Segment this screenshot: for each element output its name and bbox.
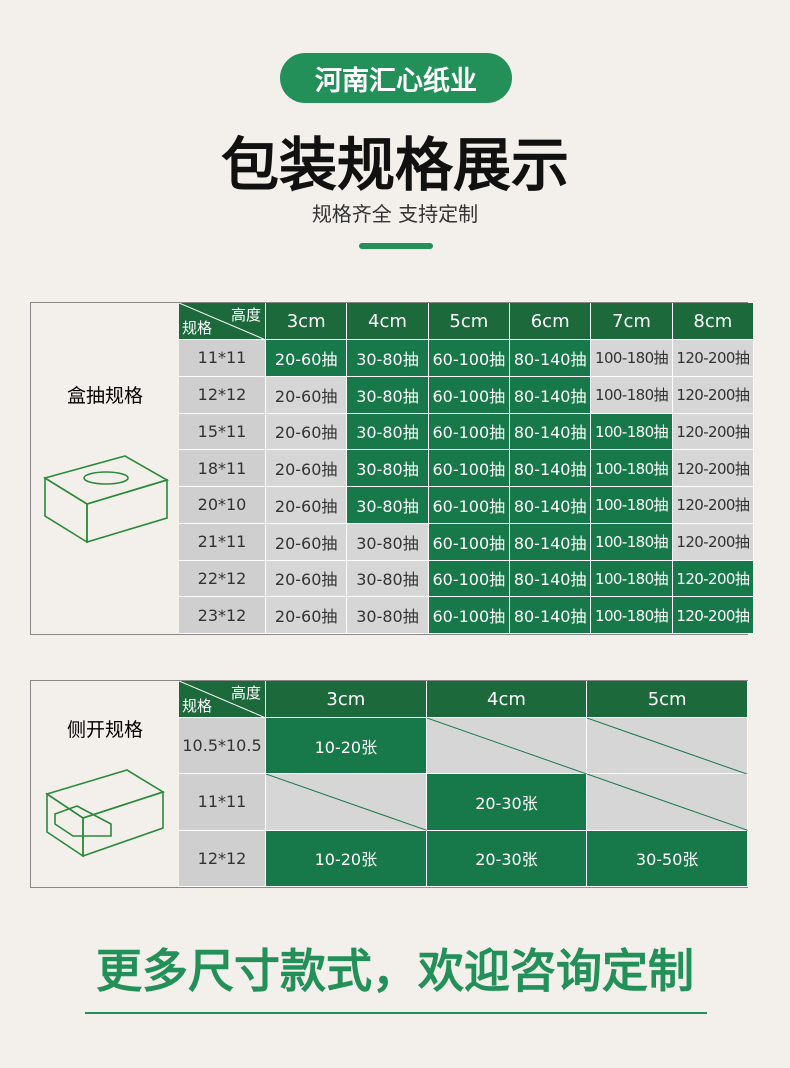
row-size: 10.5*10.5 — [179, 718, 266, 775]
row-size: 11*11 — [179, 774, 266, 831]
spec-cell: 100-180抽 — [591, 450, 673, 487]
column-header: 5cm — [428, 303, 510, 340]
spec-cell: 120-200抽 — [672, 523, 754, 561]
spec-cell: 80-140抽 — [510, 487, 592, 524]
empty-cell — [587, 718, 748, 775]
table-box-drawer: 盒抽规格 高度 规格 3cm 4cm 5cm 6cm 7cm 8cm 11*11 20-60抽 30… — [30, 302, 754, 635]
spec-cell: 60-100抽 — [428, 487, 510, 524]
column-header: 4cm — [347, 303, 429, 340]
column-header: 4cm — [426, 681, 588, 718]
spec-cell: 80-140抽 — [510, 523, 592, 561]
spec-cell: 80-140抽 — [510, 560, 592, 598]
footer-text: 更多尺寸款式，欢迎咨询定制 — [96, 944, 694, 998]
corner-cell: 高度 规格 — [179, 303, 266, 340]
table-side-open: 侧开规格 高度 规格 3cm 4cm 5cm 10.5*10.5 10-20张 11*11 20… — [30, 680, 748, 888]
row-size: 21*11 — [179, 523, 266, 561]
spec-cell: 20-60抽 — [266, 413, 348, 451]
spec-cell: 120-200抽 — [672, 560, 754, 598]
table-label: 盒抽规格 — [66, 385, 143, 407]
spec-cell: 60-100抽 — [428, 523, 510, 561]
spec-cell: 100-180抽 — [591, 560, 673, 598]
column-header: 6cm — [510, 303, 592, 340]
spec-cell: 100-180抽 — [591, 487, 673, 524]
spec-cell: 30-80抽 — [347, 376, 429, 414]
spec-cell: 80-140抽 — [510, 450, 592, 487]
spec-cell: 60-100抽 — [428, 597, 510, 634]
spec-cell: 20-60抽 — [266, 560, 348, 598]
corner-cell: 高度 规格 — [179, 681, 266, 718]
column-header: 7cm — [591, 303, 673, 340]
spec-cell: 20-30张 — [426, 774, 588, 831]
footer-line — [85, 1012, 707, 1014]
spec-cell: 60-100抽 — [428, 450, 510, 487]
row-size: 15*11 — [179, 413, 266, 451]
spec-cell: 30-80抽 — [347, 413, 429, 451]
spec-cell: 60-100抽 — [428, 560, 510, 598]
spec-cell: 20-60抽 — [266, 450, 348, 487]
spec-cell: 20-30张 — [426, 830, 588, 887]
spec-cell: 120-200抽 — [672, 413, 754, 451]
spec-cell: 120-200抽 — [672, 597, 754, 634]
spec-cell: 10-20张 — [266, 718, 427, 775]
spec-cell: 120-200抽 — [672, 376, 754, 414]
table-label: 侧开规格 — [66, 719, 143, 741]
empty-cell — [587, 774, 748, 831]
badge: 河南汇心纸业 — [280, 53, 512, 103]
row-size: 20*10 — [179, 487, 266, 524]
title: 包装规格展示 — [220, 131, 569, 199]
spec-cell: 30-80抽 — [347, 450, 429, 487]
spec-cell: 30-80抽 — [347, 560, 429, 598]
box-icon — [43, 455, 170, 544]
column-header: 3cm — [266, 303, 348, 340]
spec-cell: 60-100抽 — [428, 376, 510, 414]
spec-cell: 100-180抽 — [591, 597, 673, 634]
row-size: 12*12 — [179, 830, 266, 887]
spec-cell: 30-50张 — [587, 830, 748, 887]
empty-cell — [266, 774, 427, 831]
spec-cell: 120-200抽 — [672, 450, 754, 487]
spec-cell: 100-180抽 — [591, 413, 673, 451]
empty-cell — [426, 718, 588, 775]
divider — [359, 243, 433, 249]
column-header: 8cm — [672, 303, 754, 340]
subtitle: 规格齐全 支持定制 — [311, 202, 479, 226]
spec-cell: 30-80抽 — [347, 487, 429, 524]
spec-cell: 80-140抽 — [510, 376, 592, 414]
column-header: 3cm — [266, 681, 427, 718]
spec-cell: 20-60抽 — [266, 376, 348, 414]
spec-cell: 30-80抽 — [347, 523, 429, 561]
column-header: 5cm — [587, 681, 748, 718]
row-size: 22*12 — [179, 560, 266, 598]
corner-top: 高度 — [230, 306, 261, 324]
row-size: 12*12 — [179, 376, 266, 414]
spec-cell: 100-180抽 — [591, 523, 673, 561]
spec-cell: 100-180抽 — [591, 376, 673, 414]
spec-cell: 120-200抽 — [672, 487, 754, 524]
side-open-icon — [45, 769, 165, 858]
spec-cell: 10-20张 — [266, 830, 427, 887]
corner-bottom: 规格 — [182, 319, 213, 337]
spec-cell: 20-60抽 — [266, 340, 348, 377]
spec-cell: 80-140抽 — [510, 340, 592, 377]
spec-cell: 30-80抽 — [347, 597, 429, 634]
spec-cell: 20-60抽 — [266, 597, 348, 634]
spec-cell: 60-100抽 — [428, 413, 510, 451]
spec-cell: 80-140抽 — [510, 597, 592, 634]
spec-cell: 20-60抽 — [266, 523, 348, 561]
row-size: 11*11 — [179, 340, 266, 377]
row-size: 18*11 — [179, 450, 266, 487]
spec-cell: 20-60抽 — [266, 487, 348, 524]
corner-top: 高度 — [230, 684, 261, 702]
corner-bottom: 规格 — [182, 697, 213, 715]
spec-cell: 120-200抽 — [672, 340, 754, 377]
spec-cell: 30-80抽 — [347, 340, 429, 377]
spec-cell: 80-140抽 — [510, 413, 592, 451]
spec-cell: 60-100抽 — [428, 340, 510, 377]
row-size: 23*12 — [179, 597, 266, 634]
spec-cell: 100-180抽 — [591, 340, 673, 377]
